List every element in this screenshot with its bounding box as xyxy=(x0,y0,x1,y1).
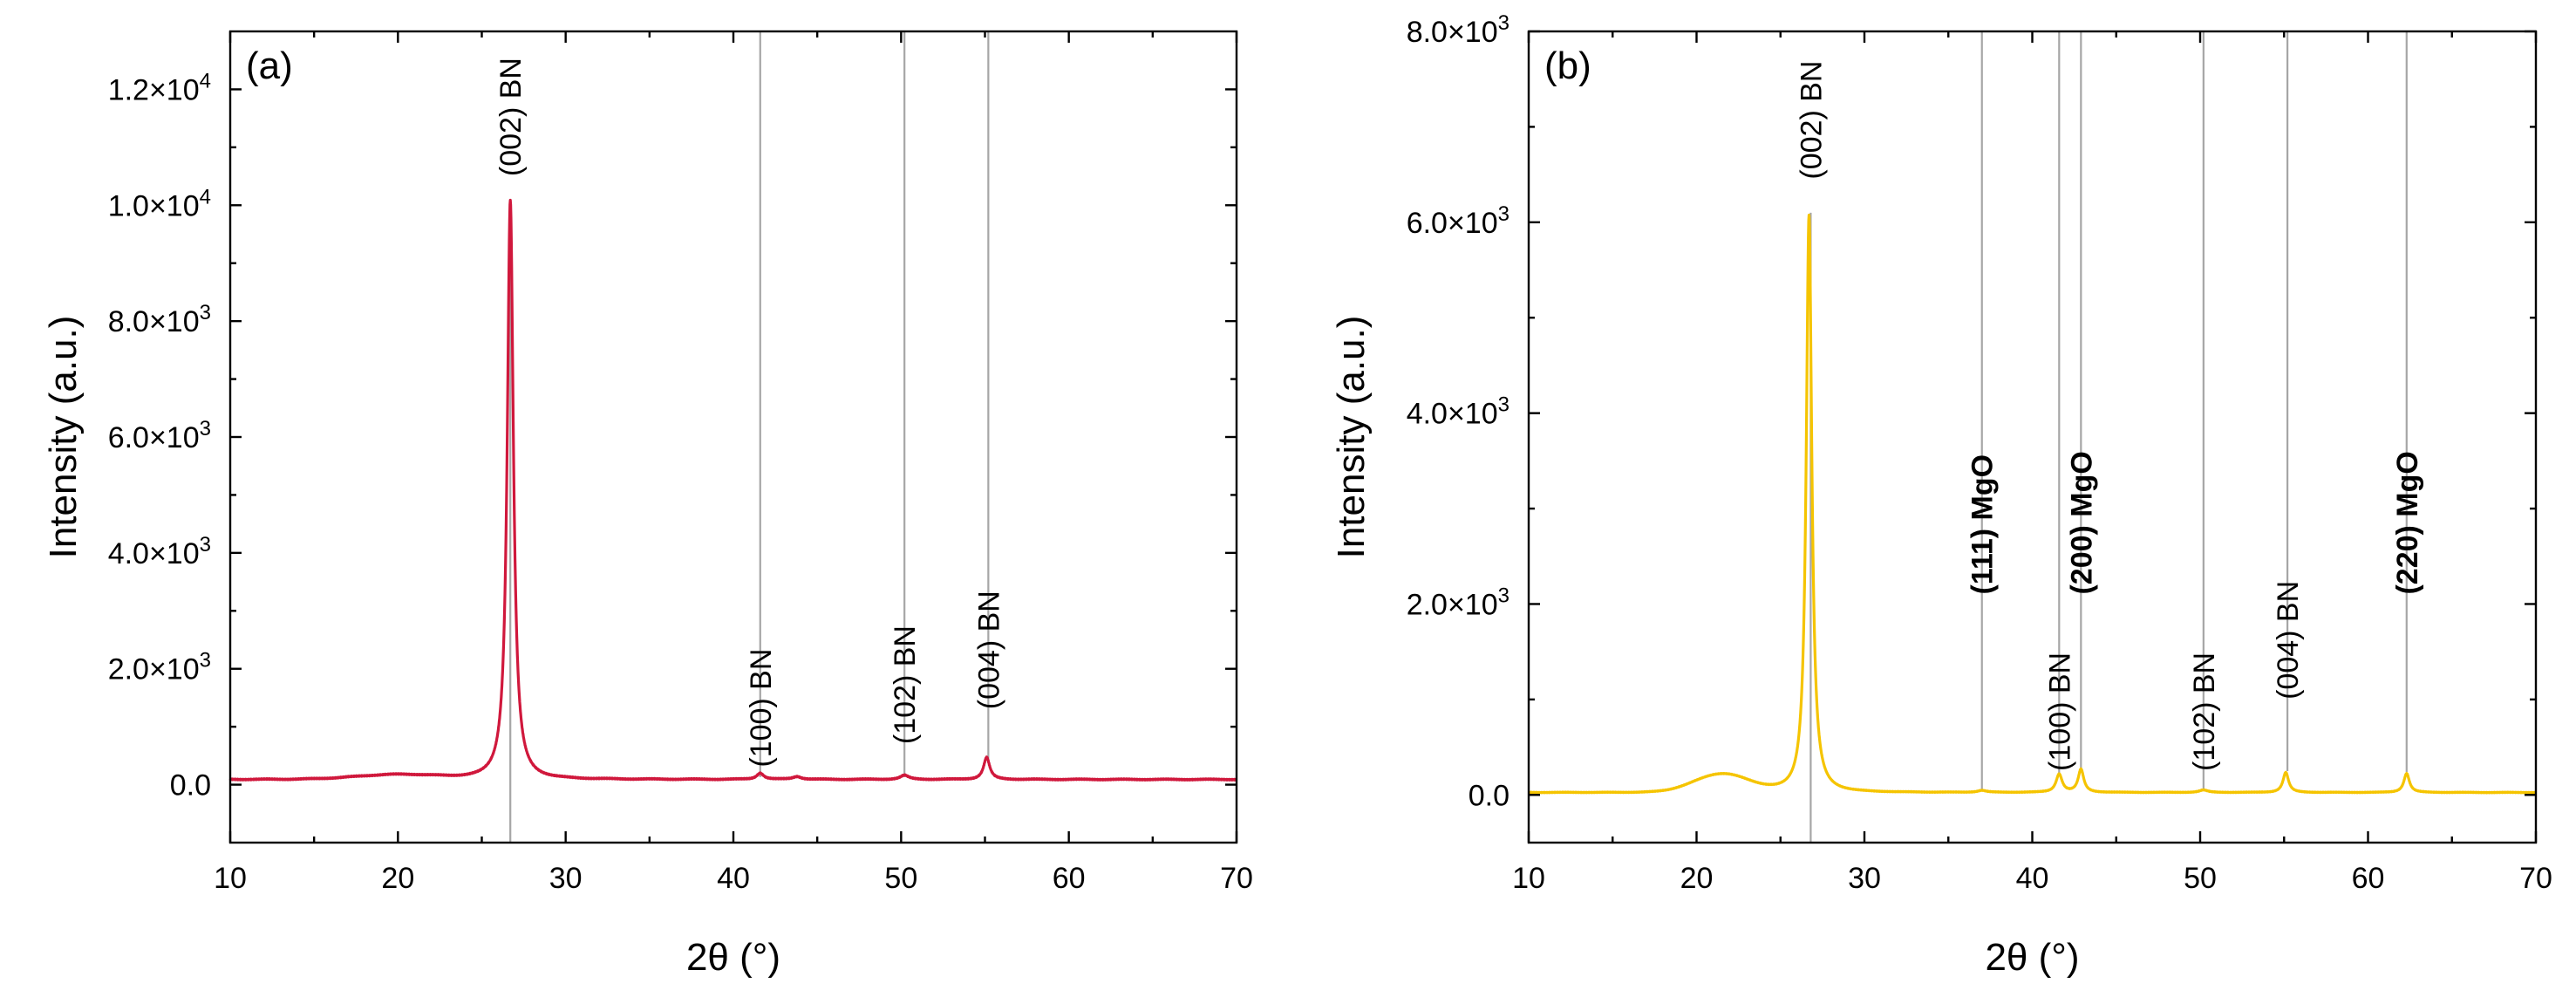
plot-frame xyxy=(1527,30,2538,844)
x-tick-label: 70 xyxy=(1220,862,1253,895)
x-tick-label: 70 xyxy=(2519,862,2552,895)
x-tick-label: 50 xyxy=(884,862,917,895)
plot-frame xyxy=(228,30,1238,844)
y-tick-label: 8.0×103 xyxy=(108,301,211,338)
x-axis-label: 2θ (°) xyxy=(1985,936,2079,979)
x-tick-label: 40 xyxy=(717,862,750,895)
x-tick-label: 50 xyxy=(2184,862,2217,895)
x-tick-label: 20 xyxy=(381,862,414,895)
peak-label: (102) BN xyxy=(2188,652,2221,771)
x-tick-label: 20 xyxy=(1680,862,1714,895)
peak-label: (100) BN xyxy=(2043,652,2076,771)
x-tick-label: 10 xyxy=(1512,862,1545,895)
panel-label: (b) xyxy=(1544,44,1591,87)
y-axis-label: Intensity (a.u.) xyxy=(1330,316,1373,559)
y-tick-label: 0.0 xyxy=(1469,779,1509,812)
peak-label: (002) BN xyxy=(494,58,528,176)
x-tick-label: 30 xyxy=(1848,862,1881,895)
peak-label: (220) MgO xyxy=(2391,451,2424,594)
y-tick-label: 6.0×103 xyxy=(108,417,211,454)
y-tick-label: 0.0 xyxy=(170,769,211,802)
peak-label: (004) BN xyxy=(2272,581,2305,700)
y-tick-label: 6.0×103 xyxy=(1407,202,1509,240)
y-tick-label: 1.2×104 xyxy=(108,69,211,106)
y-tick-label: 1.0×104 xyxy=(108,185,211,222)
x-tick-label: 30 xyxy=(549,862,583,895)
panel-label: (a) xyxy=(246,44,293,87)
peak-label: (200) MgO xyxy=(2065,451,2098,594)
panel-b: 10 20 30 40 50 60 70 0.0 2.0×103 4.0×103 6.0×103 8.… xyxy=(1330,11,2552,979)
panel-a: 10 20 30 40 50 60 70 0.0 2.0×103 4.0×103 6.0×103 8.… xyxy=(42,30,1253,979)
y-tick-label: 2.0×103 xyxy=(1407,584,1509,621)
y-tick-label: 2.0×103 xyxy=(108,649,211,686)
y-tick-label: 4.0×103 xyxy=(1407,393,1509,431)
x-tick-label: 60 xyxy=(1053,862,1086,895)
peak-label: (004) BN xyxy=(972,591,1005,709)
xrd-series-line xyxy=(228,198,1238,782)
peak-label: (002) BN xyxy=(1795,61,1828,180)
x-tick-label: 10 xyxy=(214,862,247,895)
x-axis-label: 2θ (°) xyxy=(686,936,780,979)
x-tick-label: 40 xyxy=(2016,862,2049,895)
peak-label: (100) BN xyxy=(745,649,778,768)
y-tick-label: 8.0×103 xyxy=(1407,11,1509,49)
peak-label: (111) MgO xyxy=(1966,454,2000,595)
xrd-series-line xyxy=(1527,214,2538,795)
peak-label: (102) BN xyxy=(889,625,922,744)
x-tick-label: 60 xyxy=(2352,862,2385,895)
y-tick-label: 4.0×103 xyxy=(108,533,211,570)
y-axis-label: Intensity (a.u.) xyxy=(42,316,85,559)
